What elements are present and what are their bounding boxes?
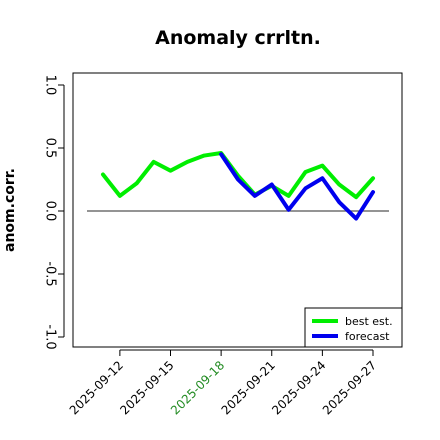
y-tick-label: 1.0 — [42, 75, 57, 96]
y-tick-label: -0.5 — [42, 261, 57, 286]
series-line-best-est — [101, 151, 375, 200]
chart-title: Anomaly crrltn. — [155, 27, 321, 49]
series-line-forecast — [219, 152, 375, 221]
legend-box — [304, 307, 403, 348]
y-tick-label: -1.0 — [42, 324, 57, 349]
y-axis-label: anom.corr. — [2, 168, 18, 252]
legend: best est. forecast — [304, 307, 403, 348]
y-tick-label: 0.5 — [42, 138, 57, 159]
legend-label-forecast: forecast — [345, 330, 390, 343]
y-tick-label: 0.0 — [42, 201, 57, 222]
x-tick-label: 2025-09-27 — [320, 358, 379, 417]
legend-label-best-est: best est. — [345, 315, 393, 328]
plot-frame — [72, 72, 403, 348]
